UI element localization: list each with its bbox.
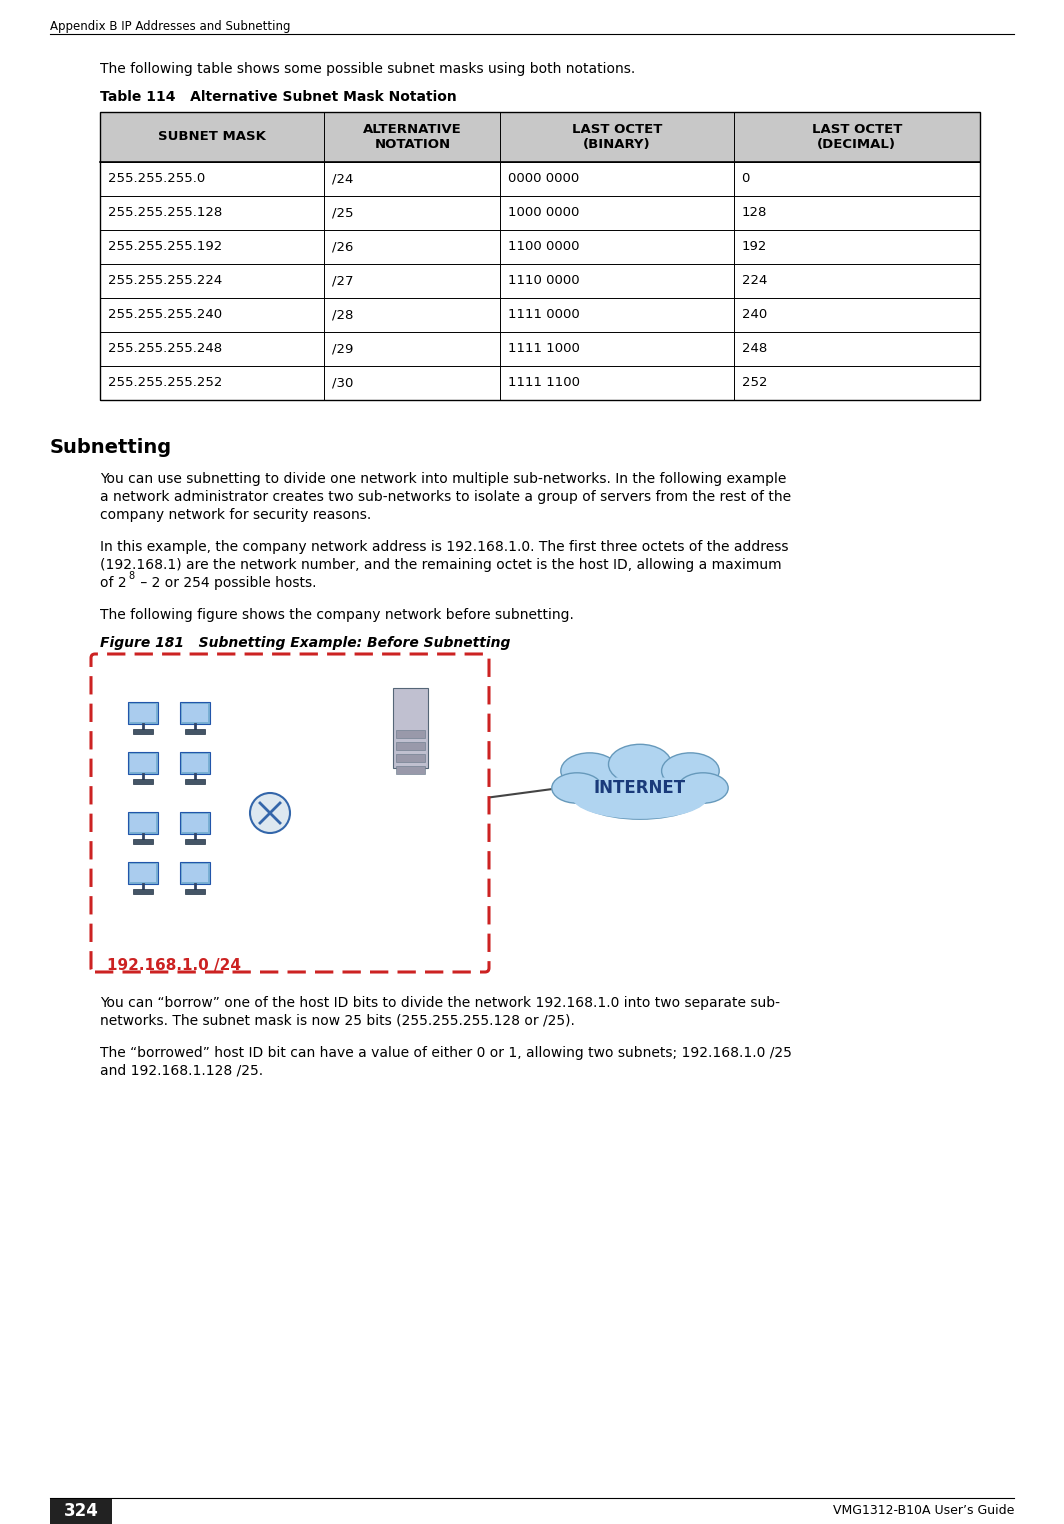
Text: /30: /30 xyxy=(332,376,353,390)
Ellipse shape xyxy=(568,757,712,818)
Text: The following figure shows the company network before subnetting.: The following figure shows the company n… xyxy=(100,608,573,622)
Bar xyxy=(182,814,207,832)
Bar xyxy=(133,840,153,844)
Text: 255.255.255.248: 255.255.255.248 xyxy=(109,343,222,355)
Text: ALTERNATIVE
NOTATION: ALTERNATIVE NOTATION xyxy=(363,123,462,151)
Text: /25: /25 xyxy=(332,206,354,219)
Bar xyxy=(100,111,980,162)
Ellipse shape xyxy=(678,773,728,803)
Text: 252: 252 xyxy=(742,376,767,390)
Bar xyxy=(133,779,153,783)
Text: (192.168.1) are the network number, and the remaining octet is the host ID, allo: (192.168.1) are the network number, and … xyxy=(100,558,782,572)
Bar xyxy=(396,754,425,762)
Text: 1100 0000: 1100 0000 xyxy=(509,241,580,253)
Text: /24: /24 xyxy=(332,172,353,186)
Text: 1111 0000: 1111 0000 xyxy=(509,308,580,322)
Text: Table 114   Alternative Subnet Mask Notation: Table 114 Alternative Subnet Mask Notati… xyxy=(100,90,456,104)
Text: 224: 224 xyxy=(742,274,767,288)
Circle shape xyxy=(250,792,290,834)
Text: LAST OCTET
(DECIMAL): LAST OCTET (DECIMAL) xyxy=(812,123,902,151)
Bar xyxy=(128,863,157,884)
Bar xyxy=(182,704,207,722)
Bar xyxy=(393,687,428,768)
Text: Figure 181   Subnetting Example: Before Subnetting: Figure 181 Subnetting Example: Before Su… xyxy=(100,636,511,651)
Text: 192: 192 xyxy=(742,241,767,253)
Bar xyxy=(185,888,205,895)
Bar xyxy=(130,704,156,722)
Bar xyxy=(128,703,157,724)
Text: INTERNET: INTERNET xyxy=(594,779,686,797)
Bar xyxy=(180,812,210,834)
Bar xyxy=(396,767,425,774)
Text: 324: 324 xyxy=(64,1503,99,1519)
Bar xyxy=(396,730,425,738)
Ellipse shape xyxy=(662,753,719,789)
Ellipse shape xyxy=(572,776,708,818)
Text: 255.255.255.240: 255.255.255.240 xyxy=(109,308,222,322)
Text: In this example, the company network address is 192.168.1.0. The first three oct: In this example, the company network add… xyxy=(100,539,788,555)
Bar xyxy=(185,779,205,783)
Bar xyxy=(128,751,157,774)
Bar xyxy=(130,814,156,832)
Text: Subnetting: Subnetting xyxy=(50,437,172,457)
Bar xyxy=(182,864,207,882)
Text: networks. The subnet mask is now 25 bits (255.255.255.128 or /25).: networks. The subnet mask is now 25 bits… xyxy=(100,1013,575,1029)
Bar xyxy=(130,864,156,882)
Bar xyxy=(100,111,980,399)
Text: 192.168.1.0 /24: 192.168.1.0 /24 xyxy=(107,959,242,972)
Text: VMG1312-B10A User’s Guide: VMG1312-B10A User’s Guide xyxy=(833,1504,1014,1518)
Text: 1000 0000: 1000 0000 xyxy=(509,206,580,219)
Bar xyxy=(130,754,156,773)
Bar xyxy=(128,812,157,834)
Text: /29: /29 xyxy=(332,343,353,355)
Text: LAST OCTET
(BINARY): LAST OCTET (BINARY) xyxy=(571,123,662,151)
Bar xyxy=(50,1498,112,1524)
Ellipse shape xyxy=(561,753,618,789)
Text: /26: /26 xyxy=(332,241,353,253)
Text: /27: /27 xyxy=(332,274,354,288)
Bar xyxy=(185,840,205,844)
Text: 255.255.255.128: 255.255.255.128 xyxy=(109,206,222,219)
Text: The following table shows some possible subnet masks using both notations.: The following table shows some possible … xyxy=(100,62,635,76)
Bar xyxy=(185,728,205,735)
Text: 255.255.255.192: 255.255.255.192 xyxy=(109,241,222,253)
Bar xyxy=(182,754,207,773)
Bar xyxy=(180,703,210,724)
Bar xyxy=(133,888,153,895)
Text: 1110 0000: 1110 0000 xyxy=(509,274,580,288)
Text: 1111 1000: 1111 1000 xyxy=(509,343,580,355)
Text: The “borrowed” host ID bit can have a value of either 0 or 1, allowing two subne: The “borrowed” host ID bit can have a va… xyxy=(100,1045,792,1061)
Text: and 192.168.1.128 /25.: and 192.168.1.128 /25. xyxy=(100,1064,263,1077)
Text: 255.255.255.252: 255.255.255.252 xyxy=(109,376,222,390)
Bar xyxy=(180,751,210,774)
Text: 240: 240 xyxy=(742,308,767,322)
Text: 0: 0 xyxy=(742,172,750,186)
Text: – 2 or 254 possible hosts.: – 2 or 254 possible hosts. xyxy=(136,576,316,590)
Ellipse shape xyxy=(609,744,671,785)
Ellipse shape xyxy=(552,773,602,803)
FancyBboxPatch shape xyxy=(92,654,489,972)
Text: 0000 0000: 0000 0000 xyxy=(509,172,580,186)
Text: 128: 128 xyxy=(742,206,767,219)
Bar xyxy=(180,863,210,884)
Text: 248: 248 xyxy=(742,343,767,355)
Text: You can “borrow” one of the host ID bits to divide the network 192.168.1.0 into : You can “borrow” one of the host ID bits… xyxy=(100,997,780,1010)
Text: company network for security reasons.: company network for security reasons. xyxy=(100,507,371,523)
Bar xyxy=(396,742,425,750)
Text: 255.255.255.0: 255.255.255.0 xyxy=(109,172,205,186)
Bar xyxy=(133,728,153,735)
Text: 8: 8 xyxy=(128,572,134,581)
Text: You can use subnetting to divide one network into multiple sub-networks. In the : You can use subnetting to divide one net… xyxy=(100,472,786,486)
Text: 255.255.255.224: 255.255.255.224 xyxy=(109,274,222,288)
Text: /28: /28 xyxy=(332,308,353,322)
Text: 1111 1100: 1111 1100 xyxy=(509,376,580,390)
Text: of 2: of 2 xyxy=(100,576,127,590)
Text: SUBNET MASK: SUBNET MASK xyxy=(159,131,266,143)
Text: a network administrator creates two sub-networks to isolate a group of servers f: a network administrator creates two sub-… xyxy=(100,491,792,504)
Text: Appendix B IP Addresses and Subnetting: Appendix B IP Addresses and Subnetting xyxy=(50,20,290,34)
